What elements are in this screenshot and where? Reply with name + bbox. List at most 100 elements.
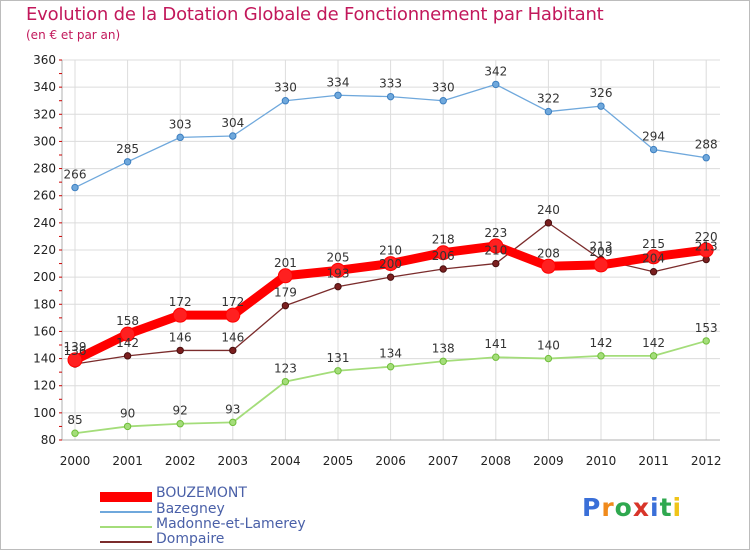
data-label: 220 [695, 230, 718, 244]
data-point [123, 422, 132, 431]
data-point [492, 353, 500, 361]
data-label: 153 [695, 321, 718, 335]
data-point [229, 346, 237, 355]
x-tick-label: 2005 [323, 454, 354, 468]
logo-letter: i [650, 493, 660, 522]
data-label: 285 [116, 142, 139, 156]
data-point [176, 133, 184, 142]
data-point [386, 363, 395, 371]
data-label: 266 [64, 168, 87, 182]
data-label: 333 [379, 77, 402, 91]
data-label: 134 [379, 347, 402, 361]
proxiti-logo: Proxiti [582, 493, 682, 522]
data-point [649, 268, 658, 276]
data-point [334, 367, 342, 375]
data-label: 193 [327, 267, 350, 281]
data-point [702, 154, 710, 162]
data-point [439, 265, 447, 273]
data-label: 215 [642, 237, 665, 251]
data-point [383, 256, 399, 272]
data-label: 342 [484, 64, 507, 78]
data-point [229, 132, 237, 140]
data-point [334, 91, 342, 99]
x-tick-label: 2010 [586, 454, 617, 468]
data-point [439, 357, 447, 365]
data-label: 330 [274, 81, 297, 95]
legend-label: Madonne-et-Lamerey [156, 516, 306, 532]
chart-title: Evolution de la Dotation Globale de Fonc… [26, 4, 604, 25]
data-point [123, 158, 132, 166]
y-tick-label: 140 [33, 352, 56, 366]
logo-letter: i [672, 493, 683, 522]
legend-swatch [100, 511, 152, 513]
x-tick-label: 2008 [481, 454, 512, 468]
data-label: 92 [173, 404, 188, 418]
y-tick-label: 360 [33, 53, 56, 67]
data-label: 330 [432, 81, 455, 95]
data-point [281, 97, 290, 105]
data-label: 131 [327, 351, 350, 365]
data-label: 146 [169, 330, 192, 344]
data-point [176, 346, 184, 355]
data-label: 288 [695, 138, 718, 152]
data-label: 136 [64, 344, 87, 358]
data-label: 93 [225, 402, 240, 416]
data-label: 90 [120, 406, 135, 420]
data-point [492, 80, 500, 89]
chart-subtitle: (en € et par an) [26, 28, 121, 42]
x-tick-label: 2001 [112, 454, 143, 468]
data-point [435, 245, 451, 261]
data-label: 142 [116, 336, 139, 350]
data-label: 294 [642, 130, 665, 144]
data-point [698, 242, 714, 258]
data-point [544, 107, 553, 116]
data-label: 326 [590, 86, 613, 100]
legend-label: Dompaire [156, 531, 225, 547]
y-tick-label: 160 [33, 324, 56, 338]
data-label: 303 [169, 117, 192, 131]
x-tick-label: 2004 [270, 454, 301, 468]
data-label: 209 [590, 245, 613, 259]
data-label: 201 [274, 256, 297, 270]
legend-label: BOUZEMONT [156, 485, 247, 501]
y-tick-label: 80 [41, 433, 56, 447]
data-label: 85 [67, 413, 82, 427]
x-tick-label: 2012 [691, 454, 722, 468]
logo-letter: r [601, 493, 615, 522]
y-tick-label: 340 [33, 80, 56, 94]
data-point [277, 268, 293, 284]
data-point [439, 97, 447, 105]
y-tick-label: 320 [33, 107, 56, 121]
data-label: 172 [221, 295, 244, 309]
legend-swatch [100, 541, 152, 543]
data-label: 142 [590, 336, 613, 350]
logo-letter: t [659, 493, 673, 522]
data-label: 208 [537, 246, 560, 260]
data-label: 218 [432, 233, 455, 247]
data-point [544, 219, 553, 227]
data-label: 172 [169, 295, 192, 309]
data-point [386, 92, 395, 101]
y-tick-label: 220 [33, 243, 56, 257]
data-label: 140 [537, 339, 560, 353]
x-tick-label: 2009 [533, 454, 564, 468]
data-label: 179 [274, 286, 297, 300]
data-label: 138 [432, 341, 455, 355]
logo-letter: P [582, 493, 602, 522]
data-label: 322 [537, 92, 560, 106]
data-point [71, 183, 79, 192]
data-label: 123 [274, 362, 297, 376]
data-point [649, 145, 658, 154]
data-point [330, 262, 346, 278]
data-point [229, 418, 237, 427]
data-label: 146 [221, 330, 244, 344]
data-point [71, 429, 79, 437]
data-point [120, 326, 136, 342]
data-label: 213 [590, 240, 613, 254]
data-label: 158 [116, 314, 139, 328]
y-tick-label: 180 [33, 297, 56, 311]
y-tick-label: 240 [33, 216, 56, 230]
x-tick-label: 2003 [218, 454, 249, 468]
legend-label: Bazegney [156, 501, 225, 517]
